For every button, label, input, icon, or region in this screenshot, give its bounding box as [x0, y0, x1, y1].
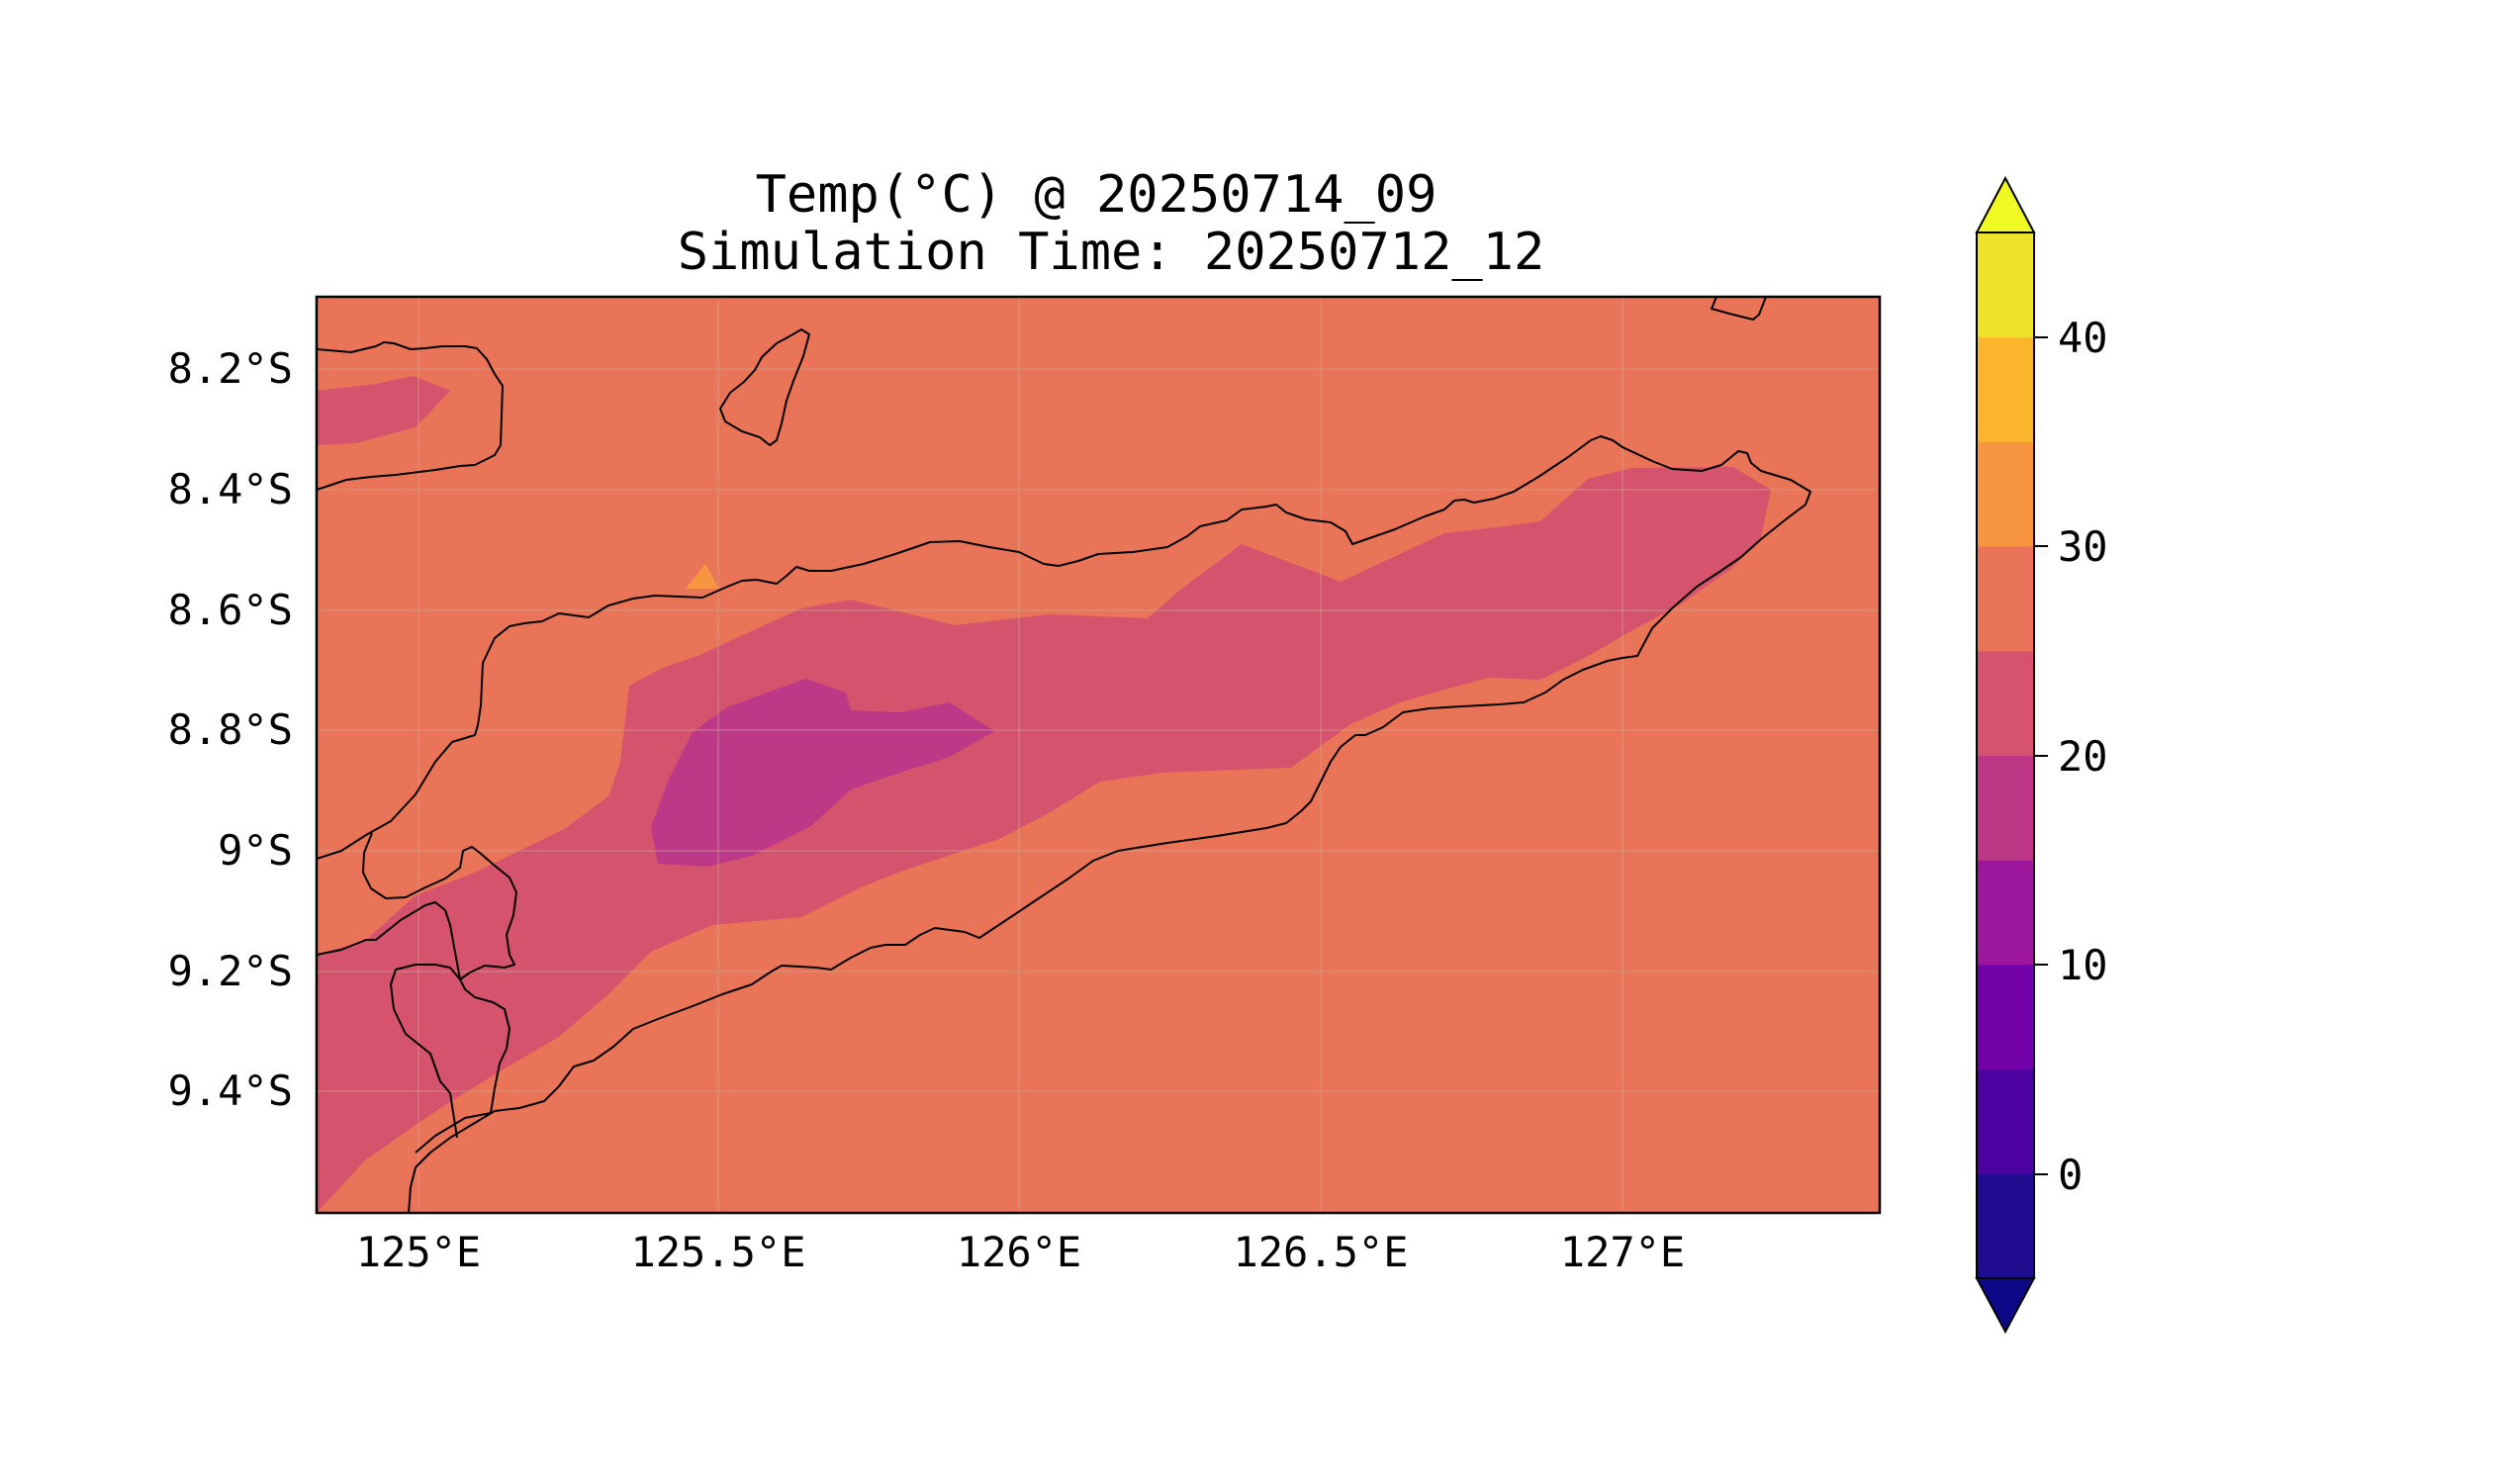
x-tick-label: 125.5°E: [630, 1228, 805, 1276]
y-tick-label: 8.2°S: [168, 344, 293, 393]
figure-title: Temp(°C) @ 20250714_09: [756, 165, 1437, 225]
x-axis: 125°E 125.5°E 126°E 126.5°E 127°E: [356, 1228, 1685, 1276]
y-tick-label: 8.8°S: [168, 705, 293, 754]
temperature-band-15-20: [651, 679, 994, 867]
colorbar-segment: [1977, 860, 2034, 966]
temperature-band-20-25-north: [317, 376, 450, 445]
colorbar-tick-label: 0: [2058, 1151, 2083, 1199]
map-panel: [317, 297, 1880, 1213]
colorbar-segment: [1977, 546, 2034, 652]
colorbar-tick-label: 20: [2058, 732, 2108, 781]
colorbar-segment: [1977, 1173, 2034, 1279]
north-island-coast: [317, 341, 504, 491]
enclave-coast: [362, 832, 517, 1139]
colorbar-segment: [1977, 336, 2034, 442]
y-tick-label: 9.2°S: [168, 947, 293, 995]
map-frame: [315, 295, 1882, 1215]
y-tick-label: 9.4°S: [168, 1067, 293, 1115]
colorbar-tick-label: 30: [2058, 522, 2108, 571]
y-tick-label: 8.6°S: [168, 586, 293, 634]
colorbar-tick-label: 10: [2058, 941, 2108, 989]
gridlines: [317, 297, 1880, 1213]
colorbar-segment: [1977, 232, 2034, 338]
x-tick-label: 126.5°E: [1233, 1228, 1408, 1276]
y-axis: 8.2°S 8.4°S 8.6°S 8.8°S 9°S 9.2°S 9.4°S: [168, 344, 293, 1115]
colorbar-extend-min: [1975, 1277, 2036, 1335]
temperature-band-20-25: [317, 467, 1771, 1213]
colorbar-ticks: [2034, 336, 2048, 1175]
colorbar-segment: [1977, 964, 2034, 1070]
colorbar-segment: [1977, 441, 2034, 547]
figure-subtitle: Simulation Time: 20250712_12: [678, 223, 1545, 282]
x-tick-label: 126°E: [957, 1228, 1081, 1276]
y-tick-label: 9°S: [218, 826, 293, 875]
timor-west-coast: [317, 901, 510, 1154]
colorbar-segments: [1977, 232, 2034, 1279]
colorbar-extend-max: [1975, 175, 2036, 233]
temperature-band-30-35: [686, 564, 719, 589]
coastlines: [317, 297, 1811, 1213]
colorbar: 0 10 20 30 40: [1975, 175, 2108, 1335]
atauro-coast: [719, 328, 810, 446]
colorbar-tick-label: 40: [2058, 314, 2108, 362]
x-tick-label: 125°E: [356, 1228, 481, 1276]
colorbar-segment: [1977, 1068, 2034, 1174]
colorbar-segment: [1977, 650, 2034, 756]
colorbar-segment: [1977, 755, 2034, 861]
x-tick-label: 127°E: [1560, 1228, 1685, 1276]
y-tick-label: 8.4°S: [168, 465, 293, 513]
timor-north-coast: [317, 435, 1811, 1213]
northeast-islet-coast: [1711, 297, 1767, 321]
